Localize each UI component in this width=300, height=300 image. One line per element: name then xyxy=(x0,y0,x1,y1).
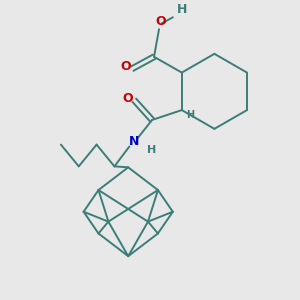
Text: H: H xyxy=(186,110,194,120)
Text: O: O xyxy=(120,60,130,73)
Text: O: O xyxy=(122,92,133,105)
Text: O: O xyxy=(156,15,166,28)
Text: H: H xyxy=(177,3,187,16)
Text: H: H xyxy=(147,145,157,154)
Text: N: N xyxy=(129,135,140,148)
